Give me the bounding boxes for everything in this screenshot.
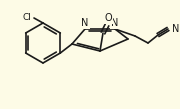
Text: O: O [104,13,112,23]
Text: N: N [81,18,89,28]
Text: N: N [172,24,179,34]
Text: N: N [111,18,119,28]
Text: Cl: Cl [22,13,31,21]
